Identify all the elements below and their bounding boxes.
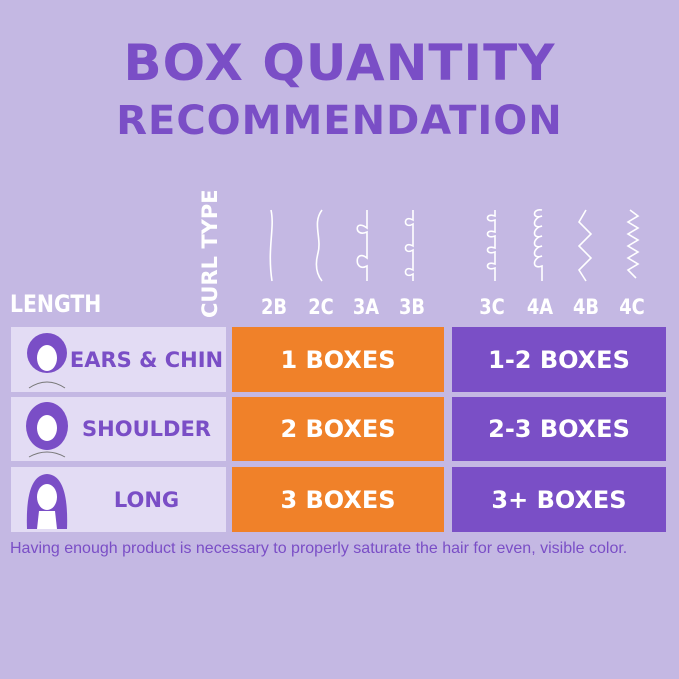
length-label: LONG: [113, 487, 180, 512]
curl-code-2c: 2C: [308, 295, 334, 319]
curl-code-4c: 4C: [619, 295, 645, 319]
curl-code-3a: 3A: [352, 295, 380, 319]
box-cell-row1-group2: 1-2 BOXES: [452, 327, 666, 392]
length-cell-long: LONG: [11, 467, 226, 532]
length-cell-ears-chin: EARS & CHIN: [11, 327, 226, 392]
curl-4b-icon: [577, 209, 593, 282]
box-cell-row1-group1: 1 BOXES: [232, 327, 444, 392]
shoulder-hair-face-icon: [26, 402, 68, 458]
length-label: SHOULDER: [82, 417, 211, 441]
curl-3c-icon: [486, 210, 496, 281]
long-hair-face-icon: [26, 474, 68, 529]
box-cell-row3-group2: 3+ BOXES: [452, 467, 666, 532]
curl-code-4a: 4A: [526, 295, 554, 319]
curl-3b-icon: [404, 210, 414, 281]
length-header: LENGTH: [10, 290, 102, 318]
curl-4c-icon: [626, 209, 640, 279]
curl-code-2b: 2B: [260, 295, 288, 319]
title-line-1: BOX QUANTITY: [123, 34, 556, 92]
length-label: EARS & CHIN: [69, 347, 224, 372]
curl-4a-icon: [533, 209, 543, 281]
box-cell-row2-group2: 2-3 BOXES: [452, 397, 666, 461]
curl-code-3c: 3C: [479, 295, 505, 319]
short-hair-face-icon: [27, 333, 67, 389]
box-cell-row2-group1: 2 BOXES: [232, 397, 444, 461]
box-cell-row3-group1: 3 BOXES: [232, 467, 444, 532]
footnote: Having enough product is necessary to pr…: [10, 540, 628, 557]
curl-code-4b: 4B: [572, 295, 600, 319]
curl-3a-icon: [356, 210, 368, 281]
curl-type-header: CURL TYPE: [198, 189, 222, 318]
curl-2c-icon: [315, 209, 323, 282]
title-line-2: RECOMMENDATION: [116, 98, 563, 144]
length-cell-shoulder: SHOULDER: [11, 397, 226, 461]
curl-2b-icon: [269, 209, 273, 282]
curl-code-3b: 3B: [398, 295, 426, 319]
